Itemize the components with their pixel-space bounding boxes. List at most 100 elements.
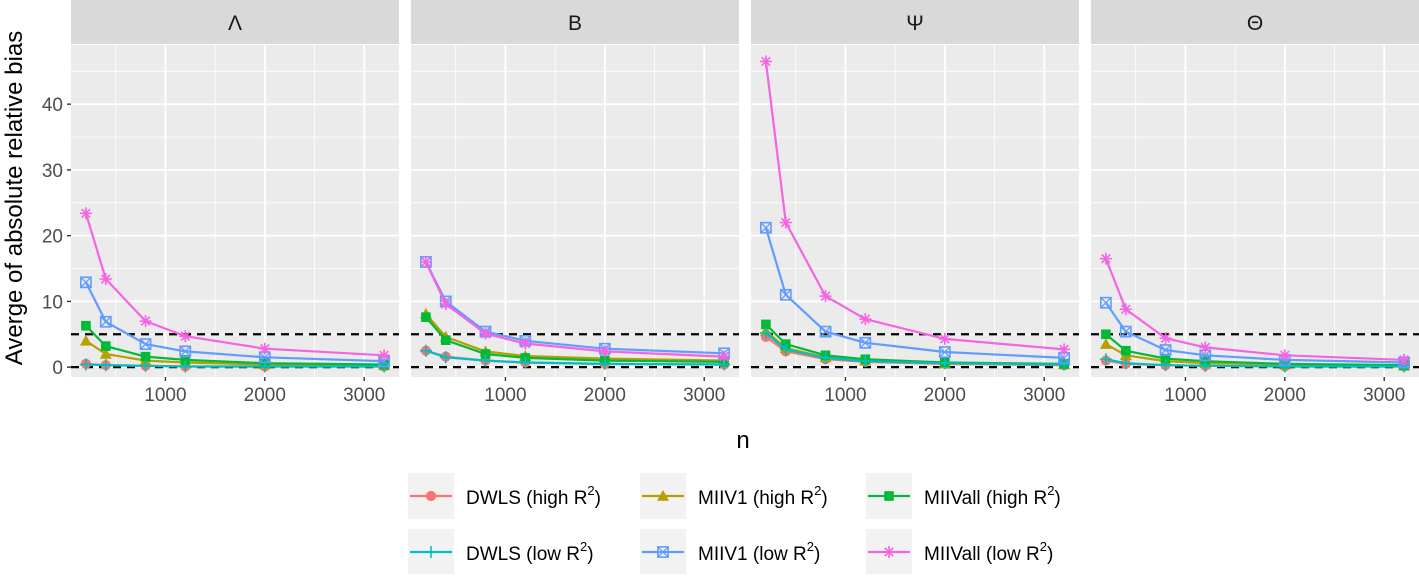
series-line-dwls_low: [765, 332, 1065, 366]
legend-key-marker: [657, 546, 669, 558]
legend: DWLS (high R2) MIIV1 (high R2) MIIVall (hi…: [408, 473, 1061, 575]
series-line-miivall_low: [764, 61, 1065, 351]
data-point-dwls_low: [1278, 360, 1291, 373]
data-point-miivall_low: [479, 327, 492, 340]
facet-strip: [71, 0, 399, 44]
y-tick-label: 40: [42, 95, 63, 116]
y-axis-title: Averge of absolute relative bias: [1, 31, 28, 365]
data-point-miiv1_low: [139, 338, 152, 351]
data-point-miivall_low: [179, 330, 192, 343]
legend-item-miiv1_low: MIIV1 (low R2): [640, 529, 820, 575]
data-point-miivall_high: [180, 355, 191, 365]
x-tick-label: 1000: [1164, 385, 1206, 406]
data-point-miivall_low: [718, 350, 731, 363]
data-point-miivall_low: [258, 342, 271, 355]
x-axis-title: n: [736, 427, 749, 454]
data-point-dwls_low: [419, 344, 432, 357]
facet-title: Θ: [1247, 12, 1263, 35]
data-point-miivall_low: [99, 273, 112, 286]
data-point-dwls_low: [598, 357, 611, 370]
facet-title: B: [568, 12, 582, 35]
legend-label: DWLS (high R2): [466, 483, 601, 509]
data-point-dwls_low: [819, 351, 832, 364]
legend-label: MIIV1 (high R2): [698, 483, 828, 509]
data-point-miivall_low: [1398, 353, 1411, 366]
y-tick-label: 30: [42, 161, 63, 182]
data-point-dwls_low: [479, 354, 492, 367]
data-point-miivall_low: [79, 207, 92, 220]
panel-background: [411, 45, 739, 377]
legend-label: MIIVall (high R2): [924, 483, 1061, 509]
data-point-dwls_low: [859, 355, 872, 368]
data-point-miiv1_low: [80, 276, 92, 289]
data-point-miivall_low: [938, 332, 951, 345]
data-point-miivall_high: [81, 320, 91, 331]
data-point-dwls_low: [79, 358, 92, 371]
panel-background: [751, 45, 1079, 377]
data-point-miivall_high: [440, 335, 451, 345]
data-point-miivall_low: [819, 290, 832, 303]
legend-key-marker: [425, 546, 437, 558]
data-point-miivall_high: [140, 351, 151, 362]
x-tick-label: 3000: [683, 385, 725, 406]
data-point-miivall_low: [859, 313, 872, 326]
data-point-dwls_low: [99, 359, 112, 372]
legend-key-marker: [884, 491, 894, 501]
data-point-dwls_low: [1058, 358, 1071, 371]
data-point-dwls_low: [1119, 357, 1132, 370]
data-point-dwls_low: [1159, 359, 1172, 372]
series-line-miiv1_low: [84, 281, 385, 363]
data-point-miivall_high: [100, 341, 111, 351]
facet-strip: [411, 0, 739, 44]
data-point-miivall_high: [1120, 345, 1131, 356]
x-tick-label: 1000: [144, 385, 186, 406]
x-tick-label: 3000: [1023, 385, 1065, 406]
data-point-miiv1_low: [1119, 325, 1132, 338]
data-point-dwls_low: [759, 326, 772, 339]
data-point-miivall_high: [421, 312, 431, 322]
data-point-miivall_low: [519, 337, 532, 350]
series-line-miiv1_high: [85, 339, 385, 367]
data-point-miiv1_low: [1159, 344, 1172, 356]
legend-label: DWLS (low R2): [466, 539, 594, 565]
data-point-dwls_low: [519, 356, 532, 369]
panels-layer: Λ 1000 2000 3000 0 10 20 30 40 B 1000 2000 3000 Ψ 1000…: [42, 0, 1419, 406]
data-point-miivall_high: [1160, 353, 1171, 364]
data-point-miivall_low: [1159, 332, 1172, 345]
data-point-miiv1_low: [99, 315, 112, 328]
legend-item-miivall_high: MIIVall (high R2): [866, 473, 1061, 519]
data-point-miiv1_high: [99, 347, 112, 359]
data-point-miiv1_low: [760, 221, 772, 234]
data-point-miiv1_low: [179, 345, 192, 358]
data-point-dwls_low: [779, 343, 792, 356]
series-line-miiv1_low: [764, 227, 1065, 359]
panel-2: Ψ 1000 2000 3000: [751, 0, 1079, 406]
x-tick-label: 2000: [924, 385, 966, 406]
legend-item-miiv1_high: MIIV1 (high R2): [640, 473, 828, 519]
data-point-dwls_low: [139, 359, 152, 372]
panel-3: Θ 1000 2000 3000: [1091, 0, 1419, 406]
data-point-miiv1_high: [79, 334, 92, 346]
data-point-miivall_low: [419, 255, 432, 268]
data-point-miivall_high: [1101, 329, 1111, 340]
y-tick-label: 0: [52, 358, 63, 379]
facet-title: Ψ: [906, 12, 924, 35]
data-point-miivall_high: [480, 349, 491, 359]
legend-label: MIIVall (low R2): [924, 539, 1053, 565]
legend-item-dwls_high: DWLS (high R2): [408, 473, 601, 519]
legend-item-dwls_low: DWLS (low R2): [408, 529, 594, 575]
series-line-miivall_low: [424, 261, 725, 358]
data-point-miivall_low: [1278, 349, 1291, 362]
x-tick-label: 3000: [343, 385, 385, 406]
data-point-miivall_low: [1099, 252, 1112, 265]
data-point-miiv1_low: [938, 346, 951, 358]
data-point-miivall_low: [598, 345, 611, 358]
legend-label: MIIV1 (low R2): [698, 539, 820, 565]
legend-key-marker: [657, 490, 669, 501]
y-tick-label: 20: [42, 227, 63, 248]
x-tick-label: 2000: [584, 385, 626, 406]
y-tick-label: 10: [42, 292, 63, 313]
data-point-miivall_low: [759, 55, 772, 68]
